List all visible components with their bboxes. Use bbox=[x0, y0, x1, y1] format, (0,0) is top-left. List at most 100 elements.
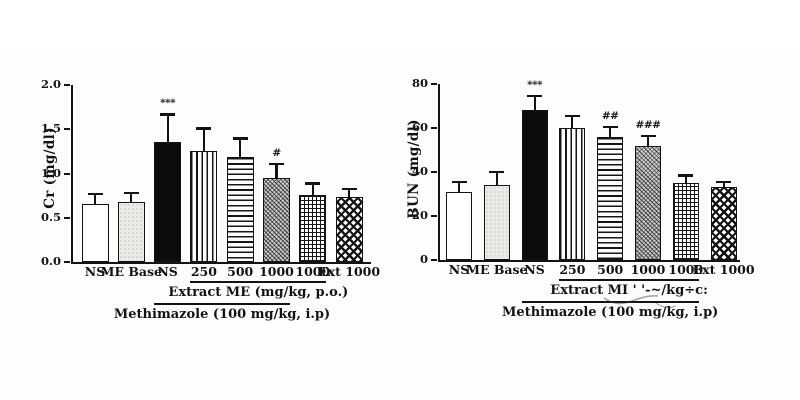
y-tick-mark bbox=[64, 84, 70, 87]
y-tick-mark bbox=[431, 215, 437, 218]
x-category-label: NS bbox=[84, 264, 106, 279]
x-category-label: 1000 bbox=[295, 264, 331, 279]
bar bbox=[635, 145, 661, 260]
bar bbox=[446, 191, 472, 260]
x-category-label: 250 bbox=[559, 262, 586, 277]
y-tick-label: 1.5 bbox=[40, 121, 61, 136]
error-bar-stem bbox=[646, 134, 650, 151]
x-category-label: Ext 1000 bbox=[692, 262, 755, 277]
error-bar-cap bbox=[602, 125, 618, 129]
x-category-label: 500 bbox=[597, 262, 624, 277]
y-tick-label: 0 bbox=[419, 252, 428, 266]
group-line-label: Extract ME (mg/kg, p.o.) bbox=[168, 285, 349, 300]
bar bbox=[710, 187, 737, 260]
x-category-label: ME Base bbox=[466, 262, 528, 277]
y-tick-label: 2.0 bbox=[40, 77, 61, 91]
x-category-label: 1000 bbox=[668, 262, 704, 277]
error-bar-stem bbox=[609, 125, 612, 142]
error-bar-stem bbox=[166, 113, 169, 147]
error-bar-cap bbox=[640, 134, 656, 137]
bar bbox=[190, 151, 218, 262]
error-bar-stem bbox=[130, 192, 133, 207]
bar bbox=[81, 203, 109, 262]
group-line-label: Methimazole (100 mg/kg, i.p) bbox=[113, 307, 331, 322]
significance-label: *** bbox=[527, 79, 543, 91]
y-tick-label: 1.0 bbox=[40, 165, 61, 180]
error-bar-cap bbox=[527, 95, 543, 98]
error-bar-cap bbox=[678, 174, 694, 177]
error-bar-cap bbox=[451, 180, 467, 184]
y-tick-mark bbox=[64, 128, 70, 131]
bar bbox=[559, 128, 586, 260]
bar bbox=[335, 196, 363, 262]
y-tick-label: 60 bbox=[411, 120, 428, 134]
x-category-label: 1000 bbox=[630, 262, 666, 277]
error-bar-stem bbox=[275, 162, 278, 183]
error-bar-stem bbox=[311, 182, 314, 200]
bar bbox=[672, 183, 699, 260]
bar bbox=[117, 201, 145, 262]
group-line bbox=[521, 301, 699, 304]
error-bar-stem bbox=[722, 180, 725, 193]
y-tick-label: 20 bbox=[411, 208, 428, 222]
error-bar-cap bbox=[305, 182, 321, 185]
bar bbox=[299, 194, 327, 262]
significance-label: # bbox=[272, 146, 281, 159]
error-bar-cap bbox=[123, 192, 139, 195]
error-bar-stem bbox=[684, 174, 687, 188]
y-tick-mark bbox=[431, 259, 437, 262]
y-tick-mark bbox=[431, 127, 437, 130]
x-category-label: NS bbox=[524, 262, 545, 277]
bar bbox=[597, 136, 624, 260]
error-bar-cap bbox=[269, 162, 284, 166]
y-tick-label: 0.5 bbox=[40, 209, 61, 224]
error-bar-stem bbox=[571, 114, 574, 133]
bar bbox=[483, 185, 510, 260]
y-tick-mark bbox=[431, 171, 437, 174]
y-tick-mark bbox=[431, 83, 437, 86]
print-artifact-scribble bbox=[603, 295, 677, 309]
error-bar-cap bbox=[232, 137, 248, 140]
group-line-label: Extract MI ' '-~/kg÷c: bbox=[550, 283, 708, 298]
plot-frame bbox=[438, 84, 740, 262]
group-line bbox=[190, 281, 327, 284]
x-category-label: NS bbox=[448, 262, 470, 277]
error-bar-stem bbox=[495, 170, 498, 191]
error-bar-cap bbox=[489, 170, 505, 174]
y-tick-mark bbox=[64, 172, 70, 175]
error-bar-cap bbox=[196, 127, 212, 130]
x-category-label: 1000 bbox=[259, 264, 294, 279]
error-bar-stem bbox=[202, 127, 205, 157]
bar bbox=[263, 177, 290, 262]
group-line-label: Methimazole (100 mg/kg, i.p) bbox=[502, 305, 719, 320]
y-tick-label: 40 bbox=[411, 164, 428, 178]
error-bar-cap bbox=[87, 192, 103, 196]
x-category-label: ME Base bbox=[100, 264, 162, 279]
error-bar-stem bbox=[348, 187, 351, 202]
x-category-label: 250 bbox=[190, 264, 217, 279]
group-line bbox=[559, 279, 699, 282]
error-bar-stem bbox=[239, 137, 242, 162]
y-tick-label: 80 bbox=[411, 76, 428, 90]
significance-label: ### bbox=[635, 118, 661, 131]
bar bbox=[521, 110, 548, 260]
x-category-label: 500 bbox=[227, 264, 254, 279]
error-bar-cap bbox=[160, 113, 176, 116]
x-category-label: Ext 1000 bbox=[318, 264, 381, 279]
error-bar-cap bbox=[341, 187, 357, 191]
significance-label: *** bbox=[160, 97, 176, 110]
x-category-label: NS bbox=[157, 264, 178, 279]
bar bbox=[226, 156, 254, 262]
error-bar-stem bbox=[457, 180, 461, 197]
y-tick-mark bbox=[64, 261, 70, 264]
bar bbox=[154, 141, 182, 262]
y-tick-mark bbox=[64, 216, 70, 219]
error-bar-cap bbox=[564, 114, 580, 118]
error-bar-stem bbox=[93, 192, 97, 209]
group-line bbox=[154, 303, 290, 306]
error-bar-stem bbox=[533, 95, 536, 116]
significance-label: ## bbox=[601, 109, 619, 122]
y-tick-label: 0.0 bbox=[40, 254, 61, 268]
plot-frame bbox=[71, 85, 371, 264]
